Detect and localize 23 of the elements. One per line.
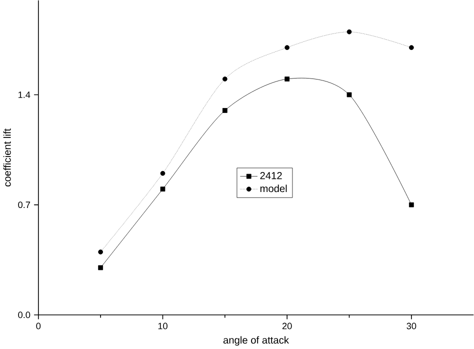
point	[346, 92, 352, 98]
point	[98, 250, 104, 254]
legend-label: 2412	[260, 172, 282, 180]
y-tick-label: 1.4	[18, 92, 30, 98]
x-tick-label: 10	[158, 322, 168, 330]
point	[408, 45, 414, 50]
point	[284, 45, 290, 50]
point	[98, 265, 104, 270]
point	[160, 170, 166, 176]
x-tick-label: 0	[36, 322, 41, 330]
point	[408, 202, 414, 208]
point	[160, 186, 166, 192]
point	[222, 76, 228, 82]
y-tick-label: 0.0	[18, 312, 30, 318]
x-axis-title: angle of attack	[223, 336, 289, 346]
x-tick-label: 20	[282, 322, 292, 330]
point	[284, 76, 290, 82]
point	[222, 108, 228, 113]
x-tick-label: 30	[406, 322, 416, 330]
point	[346, 29, 352, 34]
y-tick-label: 0.7	[18, 202, 30, 208]
y-axis-title: coefficient lift	[3, 128, 11, 186]
legend-label: model	[260, 184, 287, 192]
